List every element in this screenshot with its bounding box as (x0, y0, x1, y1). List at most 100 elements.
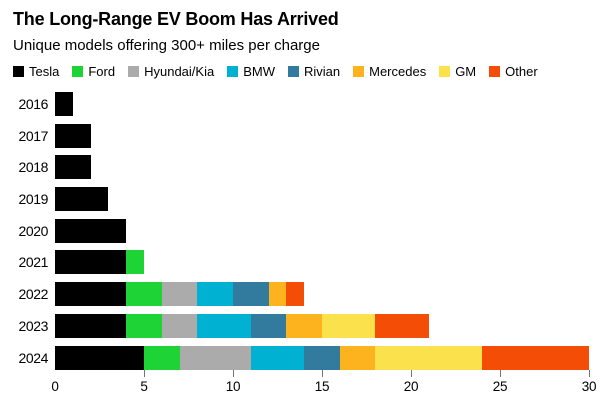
bar-stack (55, 92, 589, 116)
x-axis-label: 10 (225, 378, 241, 394)
bar-stack (55, 218, 589, 243)
bar-row: 2024 (13, 345, 598, 370)
bar-segment-tesla (55, 155, 91, 180)
bar-row: 2020 (13, 218, 598, 243)
legend-item-hyundai-kia: Hyundai/Kia (128, 64, 214, 79)
year-label: 2024 (18, 349, 48, 366)
bar-stack (55, 155, 589, 180)
x-axis: 0 5 10 15 20 25 30 (51, 369, 597, 402)
legend: Tesla Ford Hyundai/Kia BMW Rivian Mercedes GM O… (13, 64, 598, 79)
rivian-legend-swatch-icon (287, 66, 299, 77)
x-axis-label: 5 (140, 378, 148, 394)
legend-item-gm: GM (439, 64, 476, 79)
bar-segment-bmw (197, 282, 233, 307)
chart: 2016 2017 2018 2019 2020 2021 2022 2023 2024 0 5 1… (13, 92, 598, 402)
mercedes-legend-swatch-icon (353, 66, 365, 77)
bar-segment-rivian (304, 345, 340, 370)
year-label: 2022 (18, 286, 48, 303)
bar-segment-gm (321, 313, 376, 338)
year-label: 2017 (18, 127, 48, 144)
x-axis-tick (321, 369, 323, 377)
bar-segment-rivian (232, 282, 269, 307)
x-axis-label: 25 (492, 378, 508, 394)
bar-segment-tesla (55, 282, 127, 307)
bar-row: 2018 (13, 155, 598, 180)
bar-segment-mercedes (339, 345, 376, 370)
bar-stack (55, 187, 589, 212)
bar-segment-hyundai-kia (179, 345, 251, 370)
legend-label: Rivian (303, 64, 341, 79)
x-axis-tick (588, 369, 590, 377)
bar-segment-ford (126, 250, 144, 275)
x-axis-tick (410, 369, 412, 377)
x-axis-label: 30 (581, 378, 597, 394)
bar-segment-mercedes (268, 282, 287, 307)
page-title: The Long-Range EV Boom Has Arrived (13, 9, 339, 29)
x-axis-tick (232, 369, 234, 377)
bar-segment-ford (144, 345, 180, 370)
bar-segment-rivian (250, 313, 287, 338)
x-axis-label: 15 (314, 378, 330, 394)
legend-label: Ford (88, 64, 116, 79)
bar-segment-ford (126, 282, 162, 307)
bar-stack (55, 250, 589, 275)
bar-segment-tesla (55, 250, 127, 275)
year-label: 2018 (18, 159, 48, 176)
bar-row: 2016 (13, 92, 598, 116)
bar-segment-tesla (55, 313, 127, 338)
legend-label: BMW (243, 64, 275, 79)
legend-item-mercedes: Mercedes (353, 64, 426, 79)
bar-segment-hyundai-kia (161, 282, 198, 307)
tesla-legend-swatch-icon (13, 66, 24, 77)
legend-label: Hyundai/Kia (144, 64, 215, 79)
bar-row: 2021 (13, 250, 598, 275)
bar-segment-other (286, 282, 305, 307)
bar-stack (55, 345, 589, 370)
legend-label: Mercedes (369, 64, 427, 79)
bar-segment-tesla (55, 187, 109, 212)
year-label: 2020 (18, 222, 48, 239)
chart-rows: 2016 2017 2018 2019 2020 2021 2022 2023 2024 (13, 92, 598, 370)
hyundai-kia-legend-swatch-icon (128, 66, 140, 77)
ford-legend-swatch-icon (72, 66, 84, 77)
legend-item-tesla: Tesla (13, 64, 59, 79)
year-label: 2016 (18, 96, 48, 112)
year-label: 2021 (18, 254, 48, 271)
year-label: 2023 (18, 317, 48, 334)
other-legend-swatch-icon (489, 66, 501, 77)
legend-item-ford: Ford (72, 64, 115, 79)
bar-stack (55, 313, 589, 338)
bar-segment-ford (126, 313, 162, 338)
bar-segment-other (482, 345, 589, 370)
bar-segment-tesla (55, 218, 127, 243)
legend-label: Other (505, 64, 538, 79)
gm-legend-swatch-icon (439, 66, 451, 77)
bar-stack (55, 123, 589, 148)
legend-item-rivian: Rivian (287, 64, 341, 79)
bar-row: 2019 (13, 187, 598, 212)
x-axis-tick (143, 369, 145, 377)
bar-row: 2023 (13, 313, 598, 338)
bar-segment-other (375, 313, 429, 338)
bar-segment-bmw (197, 313, 251, 338)
bar-segment-bmw (250, 345, 305, 370)
bar-segment-tesla (55, 123, 91, 148)
x-axis-label: 20 (403, 378, 419, 394)
bar-row: 2017 (13, 123, 598, 148)
bar-segment-mercedes (286, 313, 322, 338)
bar-row: 2022 (13, 282, 598, 307)
x-axis-tick (499, 369, 501, 377)
bar-segment-gm (375, 345, 483, 370)
bmw-legend-swatch-icon (227, 66, 239, 77)
x-axis-label: 0 (51, 378, 59, 394)
bar-segment-hyundai-kia (161, 313, 198, 338)
bar-segment-tesla (55, 92, 73, 116)
legend-item-bmw: BMW (227, 64, 275, 79)
bar-stack (55, 282, 589, 307)
bar-segment-tesla (55, 345, 144, 370)
legend-label: GM (455, 64, 477, 79)
page-subtitle: Unique models offering 300+ miles per ch… (13, 37, 320, 54)
year-label: 2019 (18, 191, 48, 208)
legend-label: Tesla (29, 64, 60, 79)
